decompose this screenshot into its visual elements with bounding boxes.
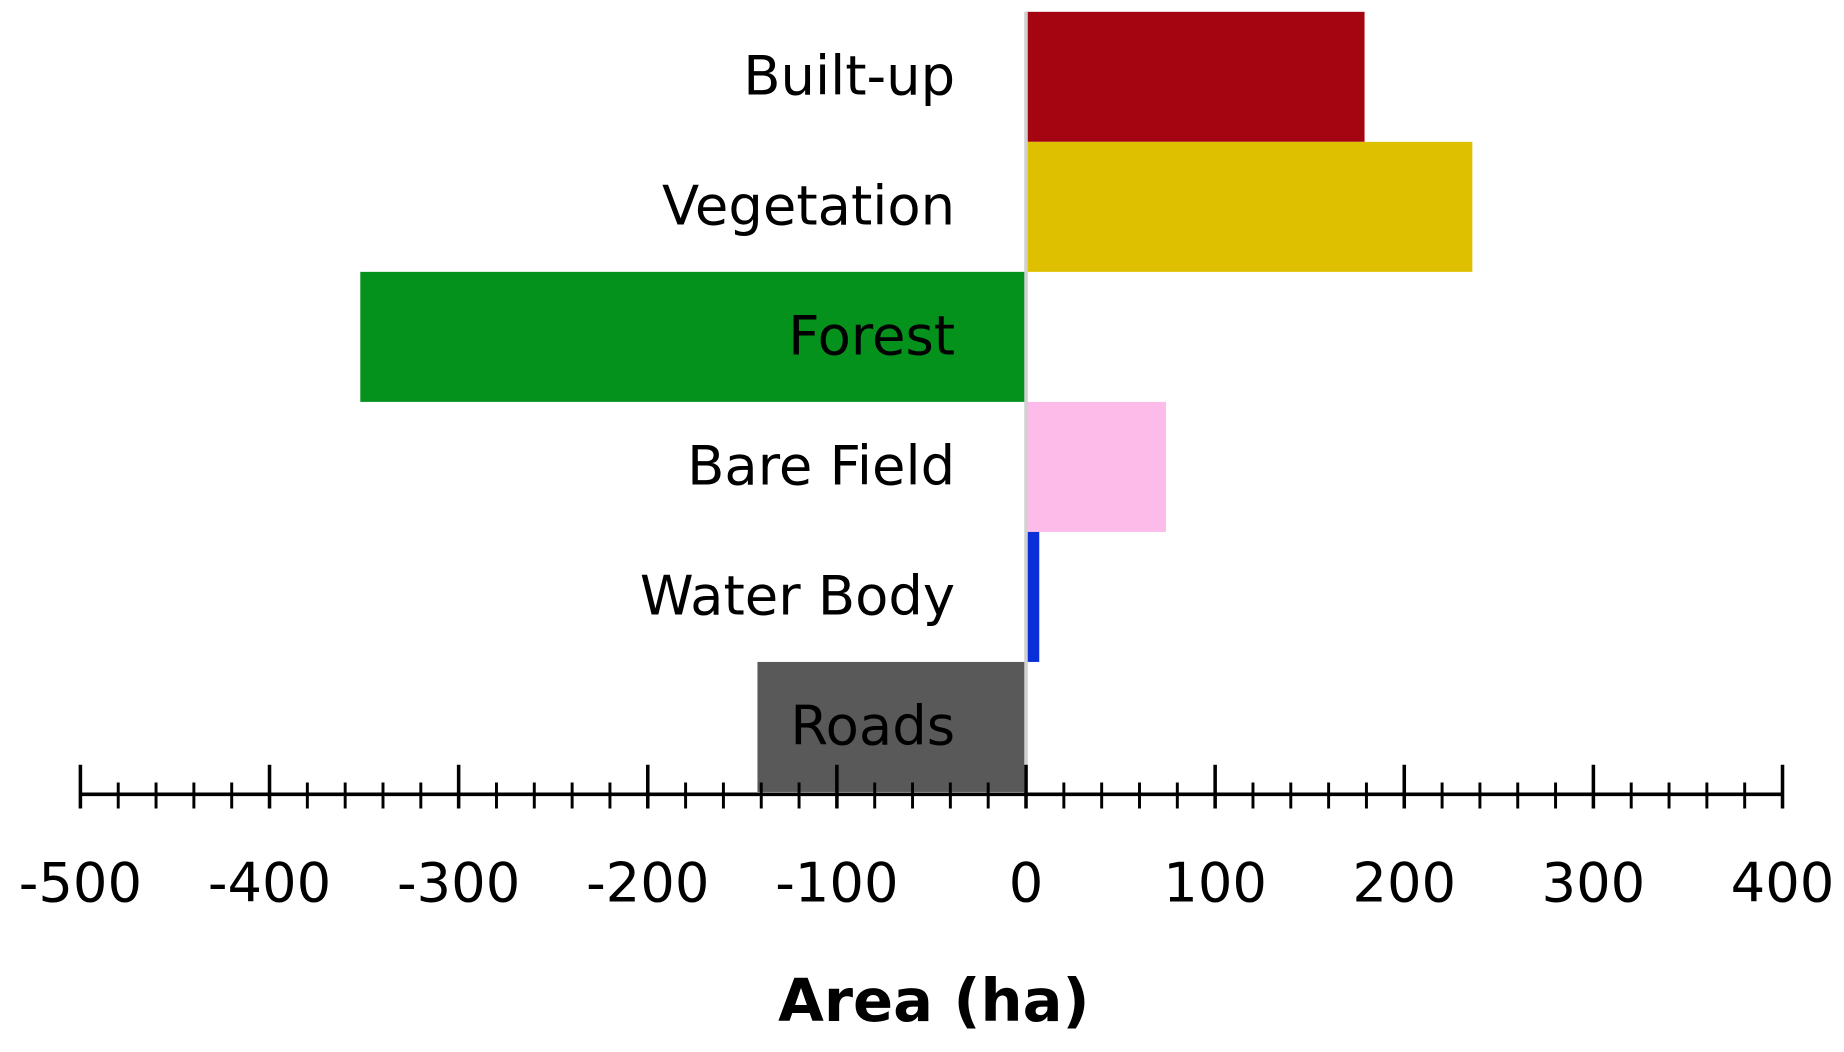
x-tick-label: -200: [586, 852, 709, 915]
x-tick-label: -500: [19, 852, 142, 915]
bar: [1026, 11, 1365, 142]
bar: [360, 271, 1027, 402]
x-tick-label: -400: [208, 852, 331, 915]
y-tick-label: Bare Field: [687, 434, 955, 497]
x-tick-label: 300: [1542, 852, 1646, 915]
bar: [1026, 531, 1040, 662]
x-tick-label: 200: [1352, 852, 1456, 915]
bar: [1026, 141, 1473, 272]
x-tick-label: 100: [1163, 852, 1267, 915]
x-tick-label: -100: [775, 852, 898, 915]
bar: [1026, 401, 1166, 532]
x-tick-label: 400: [1731, 852, 1835, 915]
x-tick-label: 0: [1009, 852, 1044, 915]
y-tick-label: Built-up: [743, 44, 955, 107]
y-tick-label: Water Body: [640, 564, 955, 627]
y-tick-label: Vegetation: [662, 174, 955, 237]
y-tick-label: Roads: [790, 694, 955, 757]
x-axis-label: Area (ha): [778, 966, 1089, 1035]
x-tick-label: -300: [397, 852, 520, 915]
bar: [757, 661, 1027, 792]
y-tick-label: Forest: [788, 304, 955, 367]
